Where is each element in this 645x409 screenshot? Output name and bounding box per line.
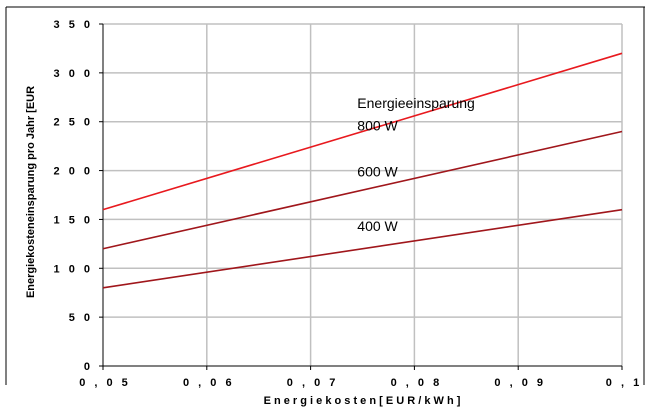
y-tick-label: 2 5 0 bbox=[54, 117, 93, 129]
y-tick-label: 1 0 0 bbox=[54, 263, 93, 275]
x-tick-labels: 0 , 0 5 0 , 0 6 0 , 0 7 0 , 0 8 0 , 0 9 0 , 1 bbox=[79, 377, 642, 389]
series-line-600w bbox=[102, 130, 623, 250]
y-axis-title: Energiekosteneinsparung pro Jahr [EUR bbox=[25, 86, 37, 298]
axes bbox=[5, 6, 645, 385]
x-axis-title: E n e r g i e k o s t e n [ E U R / k W … bbox=[264, 395, 461, 407]
y-tick-label: 5 0 bbox=[69, 312, 93, 324]
series-lines bbox=[102, 52, 623, 289]
series-line-400w bbox=[102, 208, 623, 289]
y-tick-label: 2 0 0 bbox=[54, 166, 93, 178]
y-tick-label: 0 bbox=[84, 361, 93, 373]
x-tick-label: 0 , 0 8 bbox=[391, 377, 443, 389]
x-tick-label: 0 , 0 9 bbox=[494, 377, 546, 389]
x-tick-label: 0 , 0 6 bbox=[183, 377, 235, 389]
annotation-label: Energieeinsparung bbox=[357, 95, 475, 111]
x-tick-label: 0 , 1 bbox=[606, 377, 642, 389]
y-tick-labels: 0 5 0 1 0 0 1 5 0 2 0 0 2 5 0 3 0 0 3 5 0 bbox=[54, 19, 93, 373]
grid bbox=[103, 23, 623, 366]
y-tick-label: 1 5 0 bbox=[54, 214, 93, 226]
annotation-label: 400 W bbox=[357, 218, 398, 234]
annotation-label: 600 W bbox=[357, 163, 398, 179]
annotation-label: 800 W bbox=[357, 118, 398, 134]
x-tick-label: 0 , 0 7 bbox=[287, 377, 339, 389]
annotations: Energieeinsparung 800 W 600 W 400 W bbox=[357, 95, 475, 234]
y-tick-label: 3 5 0 bbox=[54, 19, 93, 31]
x-tick-label: 0 , 0 5 bbox=[79, 377, 131, 389]
series-line-800w bbox=[102, 52, 623, 211]
y-tick-label: 3 0 0 bbox=[54, 68, 93, 80]
